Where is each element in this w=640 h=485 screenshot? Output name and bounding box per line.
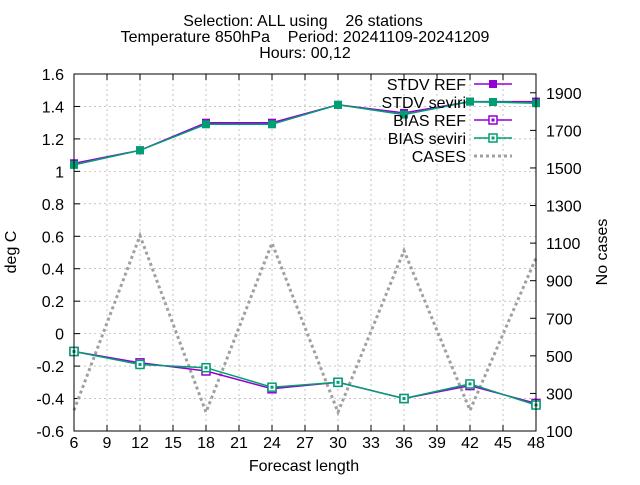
y2-tick-label: 1700 [546, 123, 582, 140]
x-tick-label: 24 [263, 435, 281, 452]
y-tick-label: 0.4 [42, 262, 64, 279]
y-tick-label: 1.6 [42, 67, 64, 84]
series-line-stdv-seviri [73, 100, 537, 166]
title-line-1: Selection: ALL using 26 stations [183, 13, 423, 30]
grid [74, 74, 536, 431]
x-tick-label: 33 [362, 435, 380, 452]
point-stdv-seviri [400, 110, 408, 119]
legend-label-bias-seviri: BIAS seviri [388, 131, 466, 148]
x-tick-label: 36 [395, 435, 413, 452]
y-tick-label: 1.2 [42, 132, 64, 149]
point-stdv-seviri [202, 120, 210, 129]
y-tick-label: 0 [55, 327, 64, 344]
point-stdv-seviri [268, 120, 276, 129]
legend-marker-center-bias-ref [491, 118, 495, 122]
chart-title: Selection: ALL using 26 stations Tempera… [121, 13, 490, 62]
y-tick-label: 0.8 [42, 197, 64, 214]
legend-label-stdv-seviri: STDV seviri [382, 95, 466, 112]
y-axis-label: deg C [3, 231, 20, 274]
axis-labels: Forecast length deg C No cases [3, 219, 611, 475]
x-tick-label: 21 [230, 435, 248, 452]
series-group [69, 97, 541, 417]
point-stdv-seviri [136, 146, 144, 155]
legend-marker-center-bias-seviri [491, 136, 495, 140]
y2-tick-label: 100 [546, 424, 573, 441]
x-tick-label: 9 [103, 435, 112, 452]
y-tick-label: -0.4 [36, 392, 64, 409]
legend-label-bias-ref: BIAS REF [393, 113, 466, 130]
y2-tick-label: 900 [546, 274, 573, 291]
series-line-bias-seviri [73, 350, 537, 406]
point-stdv-seviri [334, 100, 342, 109]
x-tick-label: 15 [164, 435, 182, 452]
y-tick-label: 1.4 [42, 99, 64, 116]
axis-ticks: 6 9 12 15 18 21 24 27 30 33 36 39 42 45 48 -0.6 -0.4 -0.2… [36, 67, 581, 452]
point-center-bias-seviri [468, 382, 472, 386]
x-tick-label: 27 [296, 435, 314, 452]
x-tick-label: 45 [494, 435, 512, 452]
series-line-bias-ref [73, 350, 537, 405]
x-axis-label: Forecast length [249, 458, 359, 475]
title-line-2: Temperature 850hPa Period: 20241109-2024… [121, 29, 490, 46]
y-tick-label: 1 [55, 164, 64, 181]
title-line-3: Hours: 00,12 [259, 45, 351, 62]
x-tick-label: 30 [329, 435, 347, 452]
point-stdv-seviri [466, 97, 474, 106]
legend-marker-stdv-ref [489, 80, 497, 88]
plot-frame [73, 73, 537, 432]
y2-tick-label: 1500 [546, 161, 582, 178]
x-tick-label: 42 [461, 435, 479, 452]
y2-tick-label: 1900 [546, 86, 582, 103]
point-center-bias-seviri [138, 362, 142, 366]
y-tick-label: 0.2 [42, 294, 64, 311]
x-tick-label: 18 [197, 435, 215, 452]
point-center-bias-seviri [204, 366, 208, 370]
y-tick-label: -0.6 [36, 424, 64, 441]
y2-tick-label: 500 [546, 349, 573, 366]
y2-axis-label: No cases [594, 219, 611, 286]
x-tick-label: 48 [527, 435, 545, 452]
x-tick-label: 12 [131, 435, 149, 452]
legend-label-cases: CASES [412, 149, 466, 166]
y2-tick-label: 700 [546, 311, 573, 328]
x-tick-label: 39 [428, 435, 446, 452]
point-center-bias-seviri [270, 385, 274, 389]
legend-label-stdv-ref: STDV REF [387, 77, 466, 94]
point-center-bias-seviri [336, 380, 340, 384]
legend-marker-stdv-seviri [489, 98, 497, 106]
x-tick-label: 6 [70, 435, 79, 452]
y-tick-label: -0.2 [36, 359, 64, 376]
point-center-bias-seviri [402, 397, 406, 401]
y2-tick-label: 300 [546, 386, 573, 403]
y-tick-label: 0.6 [42, 229, 64, 246]
series-line-cases [72, 231, 538, 417]
y2-tick-label: 1300 [546, 199, 582, 216]
y2-tick-label: 1100 [546, 236, 581, 253]
